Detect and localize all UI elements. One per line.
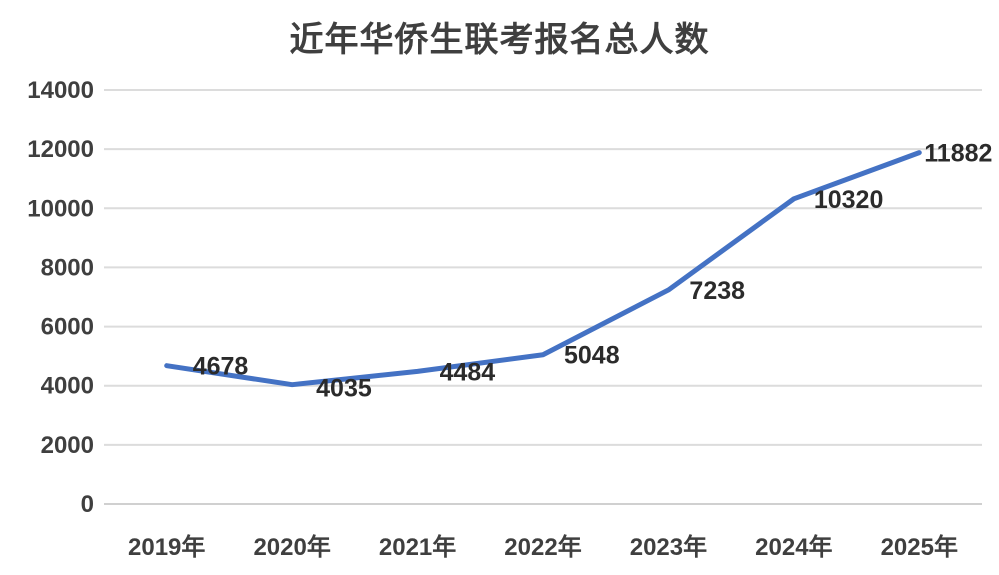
y-tick-label: 4000	[41, 373, 94, 400]
chart-title: 近年华侨生联考报名总人数	[289, 21, 710, 59]
y-tick-label: 0	[81, 491, 94, 518]
y-tick-label: 14000	[27, 77, 94, 104]
data-point-label: 11882	[924, 140, 992, 168]
x-tick-label: 2020年	[253, 533, 330, 561]
data-point-label: 10320	[814, 186, 884, 214]
y-tick-label: 12000	[27, 136, 94, 163]
x-tick-label: 2022年	[504, 533, 581, 561]
x-tick-label: 2021年	[379, 533, 456, 561]
data-point-label: 7238	[689, 277, 745, 305]
data-point-label: 4678	[193, 353, 249, 381]
y-tick-label: 2000	[41, 432, 94, 459]
x-tick-label: 2019年	[128, 533, 205, 561]
data-point-label: 5048	[564, 342, 620, 370]
y-tick-label: 6000	[41, 314, 94, 341]
x-tick-label: 2025年	[881, 533, 958, 561]
x-tick-label: 2023年	[630, 533, 707, 561]
series-line	[164, 150, 922, 388]
data-point-label: 4035	[316, 375, 372, 403]
y-tick-label: 10000	[27, 195, 94, 222]
y-tick-label: 8000	[41, 254, 94, 281]
data-point-label: 4484	[440, 358, 496, 386]
x-tick-label: 2024年	[755, 533, 832, 561]
